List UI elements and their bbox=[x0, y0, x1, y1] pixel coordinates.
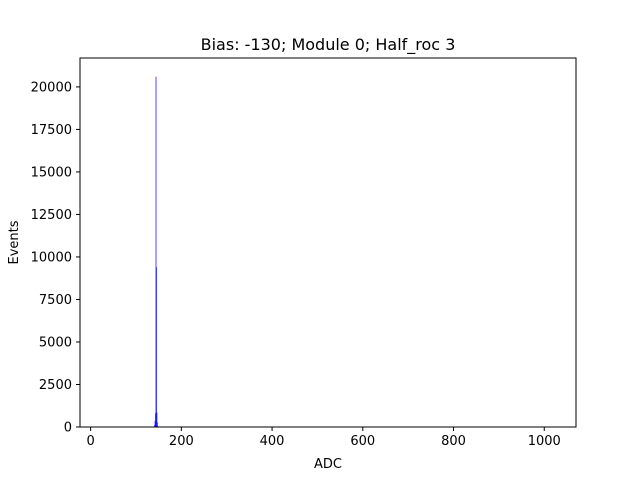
x-tick-label: 400 bbox=[260, 434, 285, 449]
y-tick-label: 5000 bbox=[39, 335, 72, 350]
y-tick-label: 10000 bbox=[31, 250, 72, 265]
histogram-bar bbox=[155, 267, 157, 427]
histogram-bar bbox=[156, 422, 158, 427]
y-axis-ticks: 0 2500 5000 7500 10000 12500 15000 17500 20000 bbox=[31, 80, 80, 436]
x-tick-label: 0 bbox=[86, 434, 94, 449]
x-axis-ticks: 0 200 400 600 800 1000 bbox=[86, 427, 561, 449]
histogram-bar bbox=[156, 412, 158, 427]
y-tick-label: 0 bbox=[64, 421, 72, 436]
x-tick-label: 800 bbox=[441, 434, 466, 449]
y-tick-label: 17500 bbox=[31, 123, 72, 138]
bars-group bbox=[153, 76, 160, 427]
plot-frame bbox=[79, 57, 577, 428]
y-axis-label: Events bbox=[7, 220, 22, 264]
x-tick-label: 1000 bbox=[528, 434, 561, 449]
y-tick-label: 20000 bbox=[31, 80, 72, 95]
x-tick-label: 600 bbox=[350, 434, 375, 449]
x-tick-label: 200 bbox=[169, 434, 194, 449]
y-tick-label: 15000 bbox=[31, 165, 72, 180]
chart-title: Bias: -130; Module 0; Half_roc 3 bbox=[201, 35, 456, 55]
histogram-bar bbox=[155, 76, 157, 427]
y-tick-label: 7500 bbox=[39, 293, 72, 308]
histogram-bar bbox=[157, 425, 159, 427]
y-tick-label: 12500 bbox=[31, 208, 72, 223]
y-tick-label: 2500 bbox=[39, 378, 72, 393]
x-axis-label: ADC bbox=[314, 457, 342, 472]
